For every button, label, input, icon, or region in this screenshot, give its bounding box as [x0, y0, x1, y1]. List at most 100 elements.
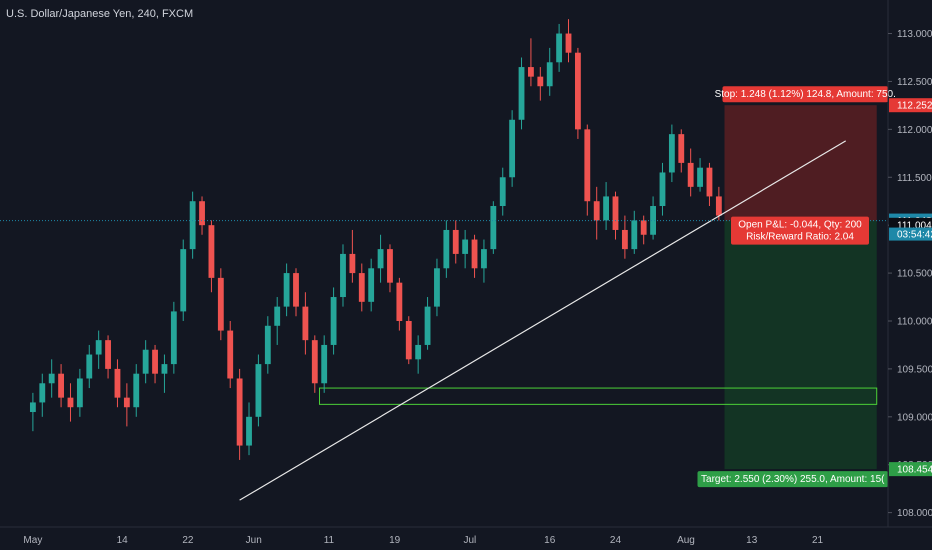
- countdown-tag: 03:54:42: [889, 227, 932, 241]
- price-tag: 108.454: [889, 462, 932, 477]
- candle-body: [48, 373, 55, 384]
- pnl-label-text: Open P&L: -0.044, Qty: 200: [738, 220, 862, 231]
- stop-label: Stop: 1.248 (1.12%) 124.8, Amount: 750.: [715, 86, 896, 103]
- candle: [340, 244, 346, 307]
- candle-body: [612, 196, 619, 230]
- candle: [358, 263, 365, 312]
- candle-body: [161, 364, 168, 374]
- take-profit-area[interactable]: [724, 220, 877, 470]
- candle-body: [227, 330, 234, 379]
- stop-loss-area[interactable]: [724, 105, 877, 221]
- candle: [236, 368, 243, 460]
- candle: [283, 263, 290, 317]
- candle: [170, 301, 177, 374]
- candle-body: [246, 416, 252, 446]
- candle: [603, 182, 610, 230]
- candle: [434, 258, 440, 317]
- price-tick-label: 109.500: [897, 364, 932, 375]
- price-axis[interactable]: 108.000108.500109.000109.500110.000110.5…: [887, 0, 932, 527]
- candle-body: [396, 282, 403, 321]
- candles: [29, 19, 722, 460]
- candle-body: [471, 239, 478, 269]
- candle-body: [349, 253, 356, 274]
- candle-body: [434, 268, 440, 307]
- time-tick-label: 11: [324, 535, 335, 546]
- candle: [58, 364, 64, 408]
- candle-body: [311, 340, 318, 384]
- price-tick-label: 108.000: [897, 508, 932, 519]
- position-tool[interactable]: [724, 105, 877, 470]
- target-label-text: Target: 2.550 (2.30%) 255.0, Amount: 15(: [701, 474, 885, 485]
- candle: [509, 110, 516, 187]
- time-tick-label: Aug: [677, 535, 695, 546]
- candle-body: [340, 253, 346, 298]
- candle: [208, 220, 215, 293]
- candle-body: [631, 220, 638, 250]
- candle-body: [678, 134, 685, 163]
- candle-body: [29, 402, 36, 413]
- price-tick-label: 112.500: [897, 77, 932, 88]
- candle-body: [528, 67, 534, 77]
- candle-body: [189, 201, 196, 250]
- candle: [274, 297, 281, 345]
- time-axis[interactable]: May 14 22 Jun 11 19 Jul 16 24 Aug 13 21: [0, 526, 932, 546]
- price-tick-label: 112.000: [897, 125, 932, 136]
- candle: [612, 191, 619, 240]
- target-label: Target: 2.550 (2.30%) 255.0, Amount: 15(: [697, 471, 888, 488]
- candle: [123, 383, 130, 427]
- candle: [462, 229, 469, 269]
- candle: [528, 38, 534, 87]
- candle-body: [142, 349, 149, 374]
- trendline-group[interactable]: [239, 140, 847, 501]
- time-tick-label: 13: [746, 535, 758, 546]
- candle: [142, 340, 149, 384]
- candle-body: [330, 297, 337, 345]
- candle: [659, 162, 666, 216]
- candle: [95, 330, 102, 369]
- trendline[interactable]: [239, 140, 847, 501]
- candle: [114, 359, 121, 408]
- candle: [481, 239, 487, 283]
- candle-body: [546, 62, 553, 87]
- candle-body: [105, 340, 111, 369]
- candle: [302, 292, 309, 355]
- time-tick-label: 24: [610, 535, 622, 546]
- candle-body: [706, 167, 713, 197]
- candle: [293, 268, 299, 317]
- candle-body: [255, 364, 262, 417]
- time-tick-label: 14: [117, 535, 129, 546]
- candle: [443, 220, 450, 278]
- candle: [152, 344, 158, 384]
- countdown-text: 03:54:42: [897, 230, 932, 241]
- time-tick-label: 22: [182, 535, 194, 546]
- candle: [621, 215, 628, 259]
- candle: [29, 392, 36, 432]
- candle: [180, 239, 187, 321]
- pnl-label-bg: [731, 216, 869, 245]
- candle: [396, 277, 403, 331]
- candle: [199, 196, 205, 235]
- candle-body: [650, 206, 656, 235]
- candle: [668, 124, 675, 183]
- candle-body: [593, 201, 600, 221]
- candle: [189, 191, 196, 259]
- candle: [556, 23, 563, 72]
- candle-body: [283, 273, 290, 307]
- time-tick-label: Jun: [246, 535, 262, 546]
- countdown-bg: [889, 227, 932, 241]
- candle: [255, 354, 262, 427]
- candle-body: [452, 229, 459, 254]
- candle-body: [368, 268, 375, 302]
- price-tick-label: 110.000: [897, 316, 932, 327]
- price-tag: 112.252: [889, 98, 932, 113]
- support-zone-rect[interactable]: [318, 387, 878, 405]
- candle-body: [39, 383, 46, 403]
- support-zone[interactable]: [318, 387, 878, 405]
- candle: [133, 364, 140, 417]
- candle: [321, 335, 328, 393]
- candle-body: [659, 172, 666, 207]
- candle-body: [603, 196, 610, 221]
- candle-body: [556, 33, 563, 63]
